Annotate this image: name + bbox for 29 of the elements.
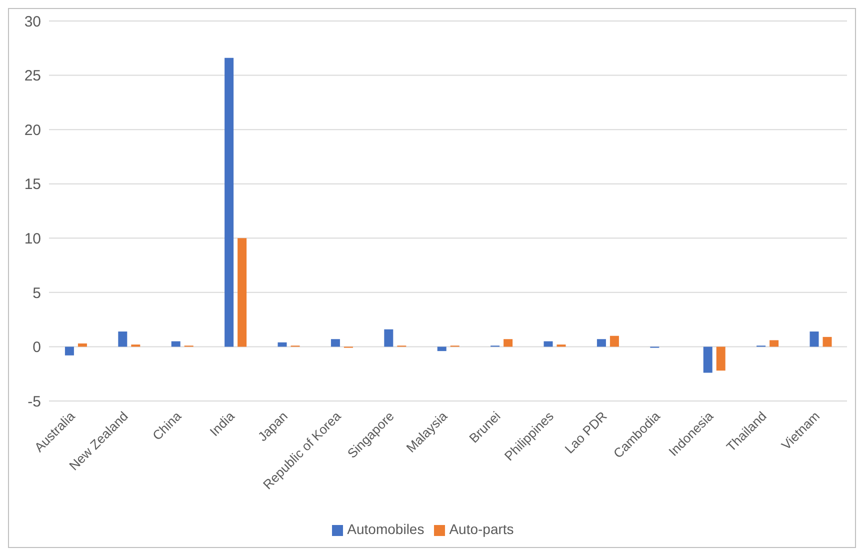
bar — [238, 238, 247, 347]
bar — [78, 343, 87, 347]
bar — [278, 342, 287, 347]
bar — [822, 336, 832, 347]
y-tick-label: -5 — [28, 393, 41, 410]
bar — [596, 339, 606, 347]
bar — [703, 346, 712, 373]
y-tick-label: 10 — [24, 230, 41, 248]
y-tick-label: 20 — [24, 122, 41, 139]
bar — [810, 332, 819, 347]
bar — [716, 346, 726, 371]
bar — [384, 329, 394, 347]
bar — [504, 339, 513, 347]
y-tick-label: 0 — [32, 339, 41, 356]
y-tick-label: 30 — [24, 13, 41, 30]
bar — [437, 346, 446, 352]
y-tick-label: 25 — [24, 68, 41, 85]
legend-label: Auto-parts — [449, 521, 514, 537]
bar — [171, 341, 180, 347]
bar — [64, 346, 74, 356]
bar — [224, 58, 234, 347]
bar — [330, 339, 340, 347]
bar — [770, 340, 779, 347]
y-tick-label: 5 — [32, 284, 41, 302]
bar — [118, 332, 128, 347]
bar — [610, 336, 619, 347]
bar — [544, 341, 553, 347]
y-tick-label: 15 — [24, 176, 41, 194]
legend-label: Automobiles — [347, 521, 424, 537]
